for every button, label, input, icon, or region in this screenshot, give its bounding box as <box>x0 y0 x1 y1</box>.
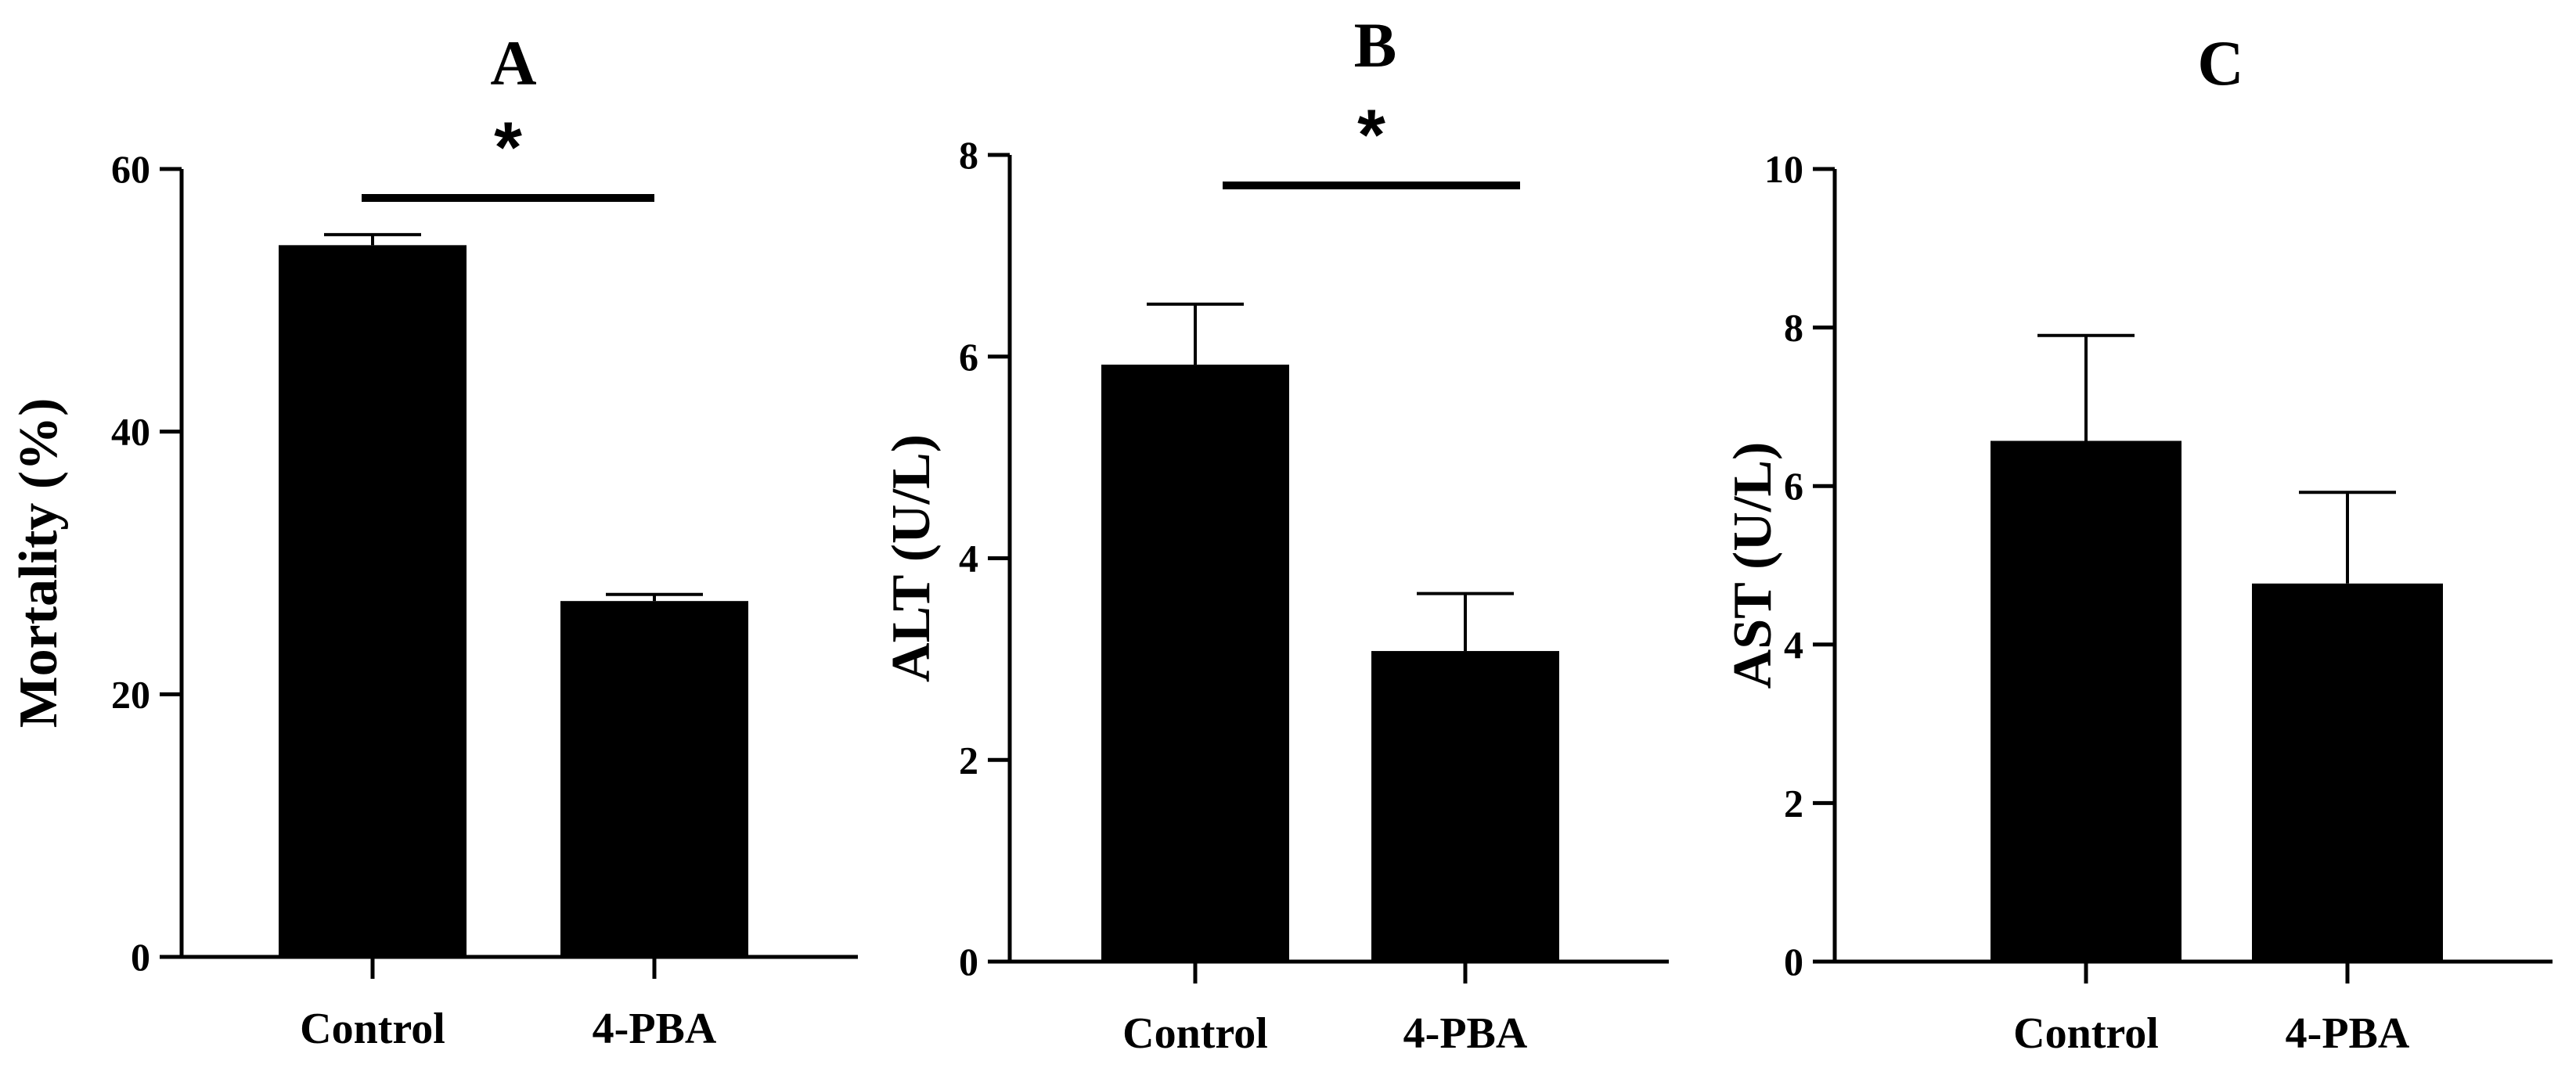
significance-star: * <box>1357 95 1385 175</box>
y-tick-label: 6 <box>1784 464 1803 508</box>
y-tick-label: 2 <box>959 738 978 782</box>
y-tick-label: 8 <box>959 133 978 177</box>
y-tick-label: 0 <box>131 935 150 979</box>
bar-4-pba <box>560 601 748 957</box>
x-tick-label: 4-PBA <box>1403 1009 1528 1058</box>
y-tick-label: 4 <box>959 537 978 581</box>
y-tick-label: 4 <box>1784 623 1803 667</box>
y-tick-label: 20 <box>111 672 150 716</box>
bar-4-pba <box>2252 583 2443 962</box>
y-axis-title: Mortality (%) <box>9 398 69 728</box>
panel-letter: A <box>490 27 536 99</box>
bar-control <box>1991 441 2181 962</box>
panel-c: C 0 2 4 6 8 10 AST (U/L) Control 4-PBA <box>1723 27 2553 1058</box>
y-tick-label: 40 <box>111 410 150 454</box>
panel-letter: C <box>2197 27 2243 99</box>
panel-letter: B <box>1354 9 1397 81</box>
y-axis-title: AST (U/L) <box>1723 442 1783 689</box>
x-tick-label: 4-PBA <box>2286 1009 2410 1058</box>
x-tick-label: Control <box>2013 1009 2159 1058</box>
panel-b: B 0 2 4 6 8 ALT (U/L) Control 4-PBA * <box>881 9 1669 1058</box>
y-tick-label: 0 <box>959 940 978 983</box>
y-axis-title: ALT (U/L) <box>881 434 942 682</box>
x-tick-label: Control <box>1122 1009 1268 1058</box>
x-tick-label: Control <box>300 1005 445 1053</box>
bar-4-pba <box>1371 651 1559 962</box>
y-tick-label: 2 <box>1784 781 1803 825</box>
y-tick-label: 0 <box>1784 940 1803 983</box>
bar-control <box>1101 365 1289 962</box>
y-tick-label: 60 <box>111 147 150 191</box>
significance-star: * <box>494 108 522 188</box>
y-tick-label: 8 <box>1784 306 1803 350</box>
x-tick-label: 4-PBA <box>593 1005 717 1053</box>
bar-control <box>279 245 467 957</box>
panel-a: A 0 20 40 60 Mortality (%) Control 4-PBA * <box>9 27 858 1053</box>
y-tick-label: 10 <box>1764 147 1803 191</box>
y-tick-label: 6 <box>959 335 978 379</box>
